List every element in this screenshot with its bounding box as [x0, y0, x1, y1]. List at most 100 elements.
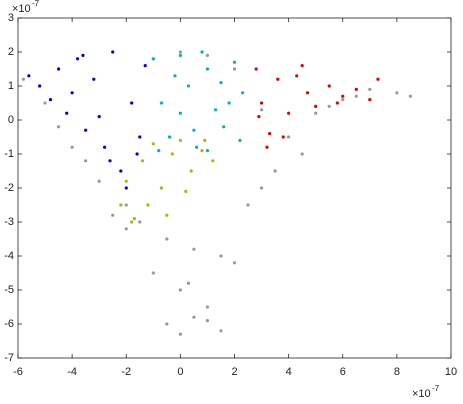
- point: [84, 128, 88, 132]
- point: [254, 67, 258, 71]
- x-scale-exponent: -7: [432, 384, 440, 393]
- point: [354, 87, 358, 91]
- y-tick-label: 3: [8, 12, 14, 24]
- y-tick-label: 1: [8, 80, 14, 92]
- point: [368, 87, 372, 91]
- point: [132, 217, 136, 221]
- point: [178, 111, 182, 115]
- y-tick-label: -2: [4, 182, 14, 194]
- point: [138, 220, 142, 224]
- point: [192, 315, 196, 319]
- point: [200, 149, 204, 153]
- point: [178, 332, 182, 336]
- x-tick-label: 10: [445, 366, 457, 378]
- point: [205, 149, 210, 153]
- point: [195, 145, 199, 149]
- point: [259, 101, 264, 105]
- point: [219, 329, 223, 333]
- point: [103, 145, 107, 149]
- point: [178, 288, 182, 292]
- point: [124, 179, 128, 183]
- point: [186, 84, 191, 88]
- point: [135, 152, 139, 156]
- point: [259, 108, 264, 112]
- point: [205, 67, 210, 71]
- point: [219, 81, 223, 85]
- point: [265, 145, 269, 149]
- x-scale-label: ×10: [412, 388, 431, 400]
- point: [130, 220, 134, 224]
- point: [219, 254, 223, 258]
- point: [227, 101, 231, 105]
- y-tick-label: -5: [4, 284, 14, 296]
- point: [124, 186, 128, 190]
- x-tick-label: -2: [121, 366, 131, 378]
- point: [38, 84, 42, 88]
- point: [192, 128, 196, 132]
- x-tick-label: 4: [286, 366, 292, 378]
- point: [65, 111, 69, 115]
- y-tick-label: 2: [8, 46, 14, 58]
- point: [305, 91, 310, 95]
- point: [295, 74, 299, 78]
- point: [232, 60, 237, 64]
- point: [184, 189, 188, 193]
- point: [205, 319, 210, 323]
- point: [165, 213, 169, 217]
- point: [165, 237, 169, 241]
- point: [48, 98, 53, 102]
- point: [281, 135, 285, 139]
- point: [146, 203, 150, 207]
- point: [143, 64, 147, 68]
- y-scale-exponent: -7: [32, 0, 40, 8]
- point: [268, 132, 272, 136]
- point: [257, 115, 261, 119]
- y-tick-label: -3: [4, 216, 14, 228]
- point: [238, 138, 242, 142]
- x-tick-label: 0: [177, 366, 183, 378]
- point: [124, 203, 128, 207]
- point: [124, 227, 128, 231]
- point: [205, 305, 210, 309]
- point: [111, 213, 115, 217]
- point: [97, 115, 101, 119]
- point: [259, 186, 264, 190]
- x-tick-label: 8: [394, 366, 400, 378]
- point: [232, 67, 237, 71]
- point: [75, 57, 80, 61]
- point: [178, 138, 182, 142]
- point: [178, 50, 182, 54]
- point: [159, 101, 164, 105]
- point: [84, 159, 88, 163]
- point: [200, 50, 204, 54]
- point: [92, 77, 96, 81]
- point: [368, 98, 372, 102]
- x-tick-label: -6: [13, 366, 23, 378]
- point: [140, 159, 145, 163]
- point: [341, 98, 345, 102]
- x-tick-label: 2: [231, 366, 237, 378]
- point: [395, 91, 399, 95]
- point: [159, 186, 164, 190]
- point: [56, 125, 61, 129]
- point: [241, 91, 245, 95]
- y-tick-label: -6: [4, 318, 14, 330]
- point: [287, 111, 291, 115]
- y-tick-label: -1: [4, 148, 14, 160]
- point: [111, 50, 115, 54]
- point: [222, 125, 226, 129]
- point: [138, 135, 142, 139]
- point: [327, 104, 331, 108]
- point: [70, 91, 74, 95]
- point: [130, 101, 134, 105]
- point: [43, 101, 47, 105]
- point: [119, 203, 123, 207]
- point: [376, 77, 380, 81]
- point: [408, 94, 413, 98]
- point: [151, 57, 155, 61]
- point: [178, 53, 182, 58]
- point: [56, 67, 61, 71]
- point: [335, 101, 339, 105]
- point: [314, 111, 318, 115]
- point: [81, 53, 85, 58]
